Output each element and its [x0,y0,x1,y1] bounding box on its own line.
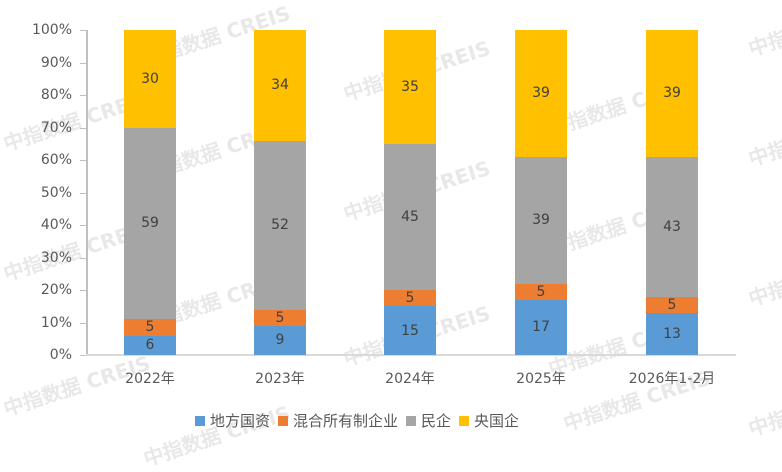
bar-segment: 39 [646,30,698,157]
legend-item: 地方国资 [195,410,270,431]
legend-swatch-icon [278,415,289,426]
data-label: 5 [405,290,415,307]
bar-segment: 5 [254,309,306,326]
watermark: 中指数据 CREIS [745,241,782,311]
bar-0: 6 5 59 30 [124,30,176,355]
bar-segment: 17 [515,299,567,355]
bar-segment: 59 [124,127,176,320]
x-axis [86,354,736,356]
bar-4: 13 5 43 39 [646,30,698,355]
data-label: 35 [401,78,419,95]
y-tick-mark [80,225,86,226]
x-tick-label: 2026年1-2月 [628,371,716,387]
legend-item: 混合所有制企业 [278,410,398,431]
bar-segment: 43 [646,156,698,297]
bar-segment: 13 [646,312,698,355]
watermark: 中指数据 CREIS [745,0,782,61]
y-tick-mark [80,160,86,161]
legend-item: 央国企 [459,410,519,431]
bar-segment: 9 [254,325,306,355]
data-label: 9 [275,332,285,349]
legend-label: 地方国资 [210,412,271,430]
legend-swatch-icon [459,415,470,426]
y-tick-mark [80,62,86,64]
data-label: 30 [141,70,159,87]
y-tick-label: 30% [40,249,72,266]
data-label: 17 [532,319,550,336]
data-label: 13 [663,325,681,342]
bar-segment: 5 [124,319,176,336]
y-axis [86,30,88,355]
bar-segment: 5 [384,290,436,307]
watermark: 中指数据 CREIS [745,101,782,171]
y-tick-mark [80,95,86,96]
y-tick-mark [80,192,86,194]
y-tick-label: 0% [49,347,72,363]
bar-segment: 52 [254,140,306,310]
data-label: 6 [145,337,155,354]
legend-swatch-icon [195,415,205,426]
data-label: 52 [271,217,289,233]
bar-segment: 39 [515,30,567,157]
data-label: 5 [536,283,546,300]
watermark: 中指数据 CREIS [745,371,782,441]
legend-label: 央国企 [474,412,520,430]
bar-2: 15 5 45 35 [384,30,436,355]
data-label: 34 [271,77,289,94]
bar-segment: 35 [384,30,436,144]
bar-segment: 15 [384,306,436,355]
y-tick-mark [80,290,86,291]
bar-3: 17 5 39 39 [515,30,567,355]
bar-segment: 45 [384,143,436,290]
x-tick-label: 2023年 [255,371,305,387]
data-label: 5 [667,296,677,313]
y-tick-mark [80,322,86,324]
y-tick-label: 90% [40,54,72,71]
data-label: 39 [532,85,550,102]
bar-1: 9 5 52 34 [254,30,306,355]
y-tick-label: 50% [40,184,72,201]
legend-swatch-icon [406,415,417,426]
y-tick-label: 20% [40,282,72,298]
bar-segment: 30 [124,30,176,128]
y-tick-mark [80,257,86,259]
x-tick-label: 2025年 [516,371,566,387]
data-label: 43 [663,218,681,235]
x-tick-label: 2022年 [125,371,175,387]
bar-segment: 5 [515,283,567,300]
data-label: 39 [532,212,550,229]
legend-item: 民企 [406,410,451,431]
data-label: 5 [275,309,285,326]
data-label: 15 [401,322,419,339]
y-tick-label: 70% [40,119,72,136]
data-label: 59 [141,215,159,232]
bar-segment: 39 [515,156,567,284]
y-tick-mark [80,355,86,356]
y-tick-mark [80,30,86,31]
y-tick-label: 10% [40,314,72,331]
data-label: 39 [663,85,681,102]
legend-label: 混合所有制企业 [293,412,399,430]
x-tick-label: 2024年 [385,371,435,387]
bar-segment: 6 [124,335,176,355]
y-tick-label: 60% [40,152,72,168]
legend: 地方国资 混合所有制企业 民企 央国企 [195,410,527,431]
y-tick-label: 40% [40,217,72,233]
bar-segment: 5 [646,296,698,313]
data-label: 5 [145,319,155,336]
data-label: 45 [401,208,419,225]
bar-segment: 34 [254,30,306,141]
watermark: 中指数据 CREIS [140,400,294,471]
y-tick-label: 100% [31,22,72,38]
legend-label: 民企 [421,412,452,430]
y-tick-label: 80% [40,87,72,103]
y-tick-mark [80,127,86,129]
